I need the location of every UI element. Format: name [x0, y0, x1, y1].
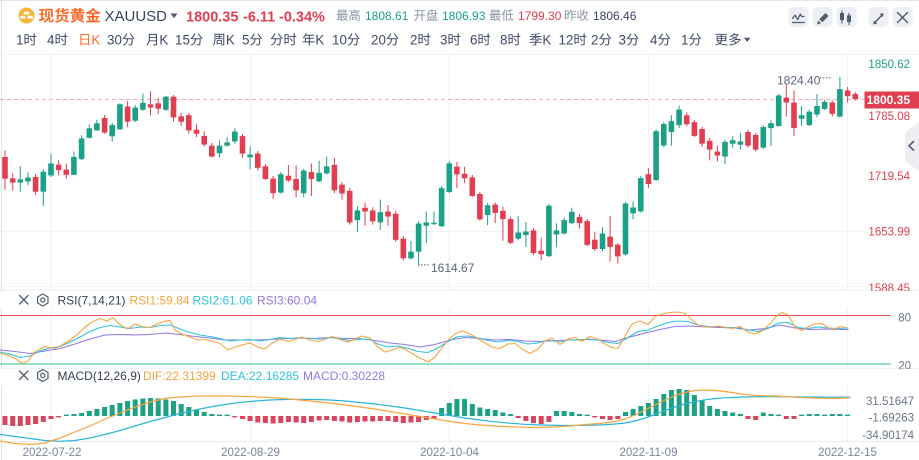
svg-text:1785.08: 1785.08 — [868, 111, 910, 123]
svg-text:-34.90174: -34.90174 — [862, 430, 914, 442]
svg-text:3: 3 — [440, 32, 447, 47]
svg-text:2: 2 — [591, 32, 598, 47]
svg-text:0: 0 — [339, 32, 346, 47]
svg-text:2: 2 — [371, 32, 378, 47]
svg-text:6: 6 — [470, 32, 477, 47]
svg-text:2: 2 — [566, 32, 573, 47]
svg-text:1: 1 — [681, 32, 688, 47]
svg-text:MACD:0.30228: MACD:0.30228 — [303, 369, 385, 383]
svg-text:5: 5 — [242, 32, 249, 47]
svg-text:2022-12-15: 2022-12-15 — [818, 447, 877, 459]
svg-text:2022-08-29: 2022-08-29 — [221, 447, 280, 459]
svg-text:2022-10-04: 2022-10-04 — [420, 447, 479, 459]
svg-text:3: 3 — [107, 32, 114, 47]
svg-text:5: 5 — [182, 32, 189, 47]
svg-text:1: 1 — [175, 32, 182, 47]
svg-text:1: 1 — [16, 32, 23, 47]
svg-text:-1.69263: -1.69263 — [869, 412, 914, 424]
svg-text:-6.11: -6.11 — [243, 9, 275, 25]
svg-text:XAUUSD: XAUUSD — [105, 8, 168, 25]
svg-text:1653.99: 1653.99 — [868, 227, 910, 239]
svg-text:2: 2 — [410, 32, 417, 47]
svg-text:-0.34%: -0.34% — [279, 9, 325, 25]
svg-text:RSI2:61.06: RSI2:61.06 — [193, 293, 253, 307]
svg-text:0: 0 — [114, 32, 121, 47]
svg-text:1: 1 — [559, 32, 566, 47]
svg-text:MACD(12,26,9): MACD(12,26,9) — [58, 369, 141, 383]
svg-text:RSI(7,14,21): RSI(7,14,21) — [58, 293, 126, 307]
svg-text:4: 4 — [47, 32, 55, 47]
svg-text:K: K — [542, 32, 551, 47]
svg-text:31.51647: 31.51647 — [866, 396, 914, 408]
svg-text:1850.62: 1850.62 — [868, 59, 910, 71]
svg-text:1719.54: 1719.54 — [868, 171, 910, 183]
svg-text:1799.30: 1799.30 — [518, 9, 562, 23]
svg-text:DIF:22.31399: DIF:22.31399 — [143, 369, 216, 383]
svg-text:K: K — [91, 32, 100, 47]
svg-text:K: K — [159, 32, 168, 47]
svg-text:K: K — [226, 32, 235, 47]
svg-text:0: 0 — [378, 32, 385, 47]
svg-text:K: K — [315, 32, 324, 47]
svg-text:1: 1 — [332, 32, 339, 47]
svg-text:RSI1:59.84: RSI1:59.84 — [130, 293, 190, 307]
svg-text:1614.67: 1614.67 — [431, 261, 475, 275]
svg-text:2022-07-22: 2022-07-22 — [23, 447, 82, 459]
svg-text:1800.35: 1800.35 — [867, 93, 911, 107]
svg-text:1806.46: 1806.46 — [593, 9, 637, 23]
svg-text:2022-11-09: 2022-11-09 — [620, 447, 678, 459]
svg-text:4: 4 — [650, 32, 658, 47]
svg-text:1808.61: 1808.61 — [365, 9, 409, 23]
svg-text:1806.93: 1806.93 — [442, 9, 486, 23]
svg-text:3: 3 — [619, 32, 626, 47]
svg-text:RSI3:60.04: RSI3:60.04 — [257, 293, 317, 307]
svg-text:80: 80 — [898, 313, 911, 325]
svg-text:1824.40: 1824.40 — [777, 74, 821, 88]
svg-text:1800.35: 1800.35 — [186, 9, 238, 25]
svg-text:DEA:22.16285: DEA:22.16285 — [221, 369, 299, 383]
svg-text:8: 8 — [500, 32, 507, 47]
